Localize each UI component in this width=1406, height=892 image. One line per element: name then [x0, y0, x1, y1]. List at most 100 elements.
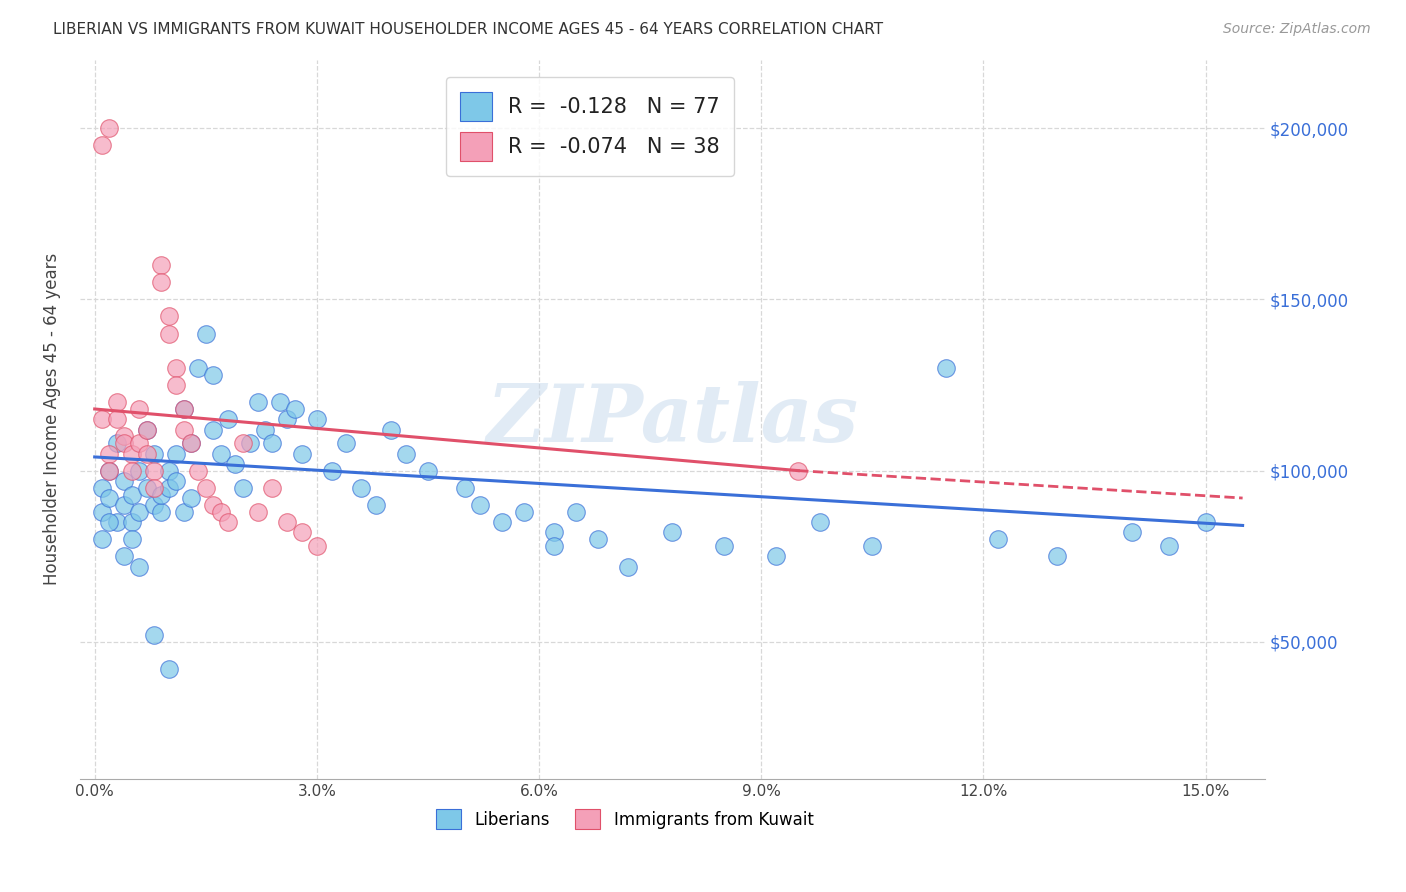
Point [180, 436, 202, 450]
Point [157, 326, 180, 341]
Point [91, 481, 114, 495]
Point [173, 423, 195, 437]
Point [224, 457, 246, 471]
Point [128, 402, 150, 417]
Point [105, 515, 128, 529]
Point [935, 360, 957, 375]
Point [350, 481, 373, 495]
Point [91, 412, 114, 426]
Point [416, 464, 439, 478]
Point [105, 412, 128, 426]
Point [150, 258, 173, 272]
Point [135, 423, 157, 437]
Point [112, 549, 135, 564]
Point [150, 275, 173, 289]
Point [121, 532, 143, 546]
Point [713, 539, 735, 553]
Point [150, 505, 173, 519]
Text: Source: ZipAtlas.com: Source: ZipAtlas.com [1223, 22, 1371, 37]
Text: LIBERIAN VS IMMIGRANTS FROM KUWAIT HOUSEHOLDER INCOME AGES 45 - 64 YEARS CORRELA: LIBERIAN VS IMMIGRANTS FROM KUWAIT HOUSE… [53, 22, 883, 37]
Point [165, 360, 187, 375]
Point [380, 423, 402, 437]
Point [105, 395, 128, 409]
Point [246, 505, 269, 519]
Point [262, 436, 284, 450]
Point [180, 436, 202, 450]
Point [860, 539, 883, 553]
Point [468, 498, 491, 512]
Point [276, 412, 298, 426]
Point [121, 488, 143, 502]
Point [157, 310, 180, 324]
Point [121, 446, 143, 460]
Point [135, 446, 157, 460]
Point [232, 436, 254, 450]
Point [142, 481, 165, 495]
Point [180, 491, 202, 505]
Point [187, 360, 209, 375]
Point [128, 505, 150, 519]
Point [987, 532, 1010, 546]
Point [395, 446, 418, 460]
Point [98, 491, 121, 505]
Y-axis label: Householder Income Ages 45 - 64 years: Householder Income Ages 45 - 64 years [44, 253, 60, 585]
Point [112, 429, 135, 443]
Point [765, 549, 787, 564]
Point [543, 525, 565, 540]
Point [91, 505, 114, 519]
Point [128, 559, 150, 574]
Point [284, 402, 307, 417]
Point [112, 474, 135, 488]
Point [321, 464, 343, 478]
Point [135, 481, 157, 495]
Point [142, 446, 165, 460]
Point [98, 515, 121, 529]
Point [291, 446, 314, 460]
Point [157, 481, 180, 495]
Point [121, 464, 143, 478]
Point [202, 423, 225, 437]
Point [98, 121, 121, 136]
Point [217, 515, 239, 529]
Point [142, 464, 165, 478]
Point [142, 498, 165, 512]
Point [335, 436, 357, 450]
Point [202, 498, 225, 512]
Point [543, 539, 565, 553]
Point [787, 464, 810, 478]
Point [565, 505, 588, 519]
Point [1157, 539, 1180, 553]
Point [617, 559, 640, 574]
Point [112, 498, 135, 512]
Point [217, 412, 239, 426]
Point [105, 436, 128, 450]
Point [98, 446, 121, 460]
Point [491, 515, 513, 529]
Point [1046, 549, 1069, 564]
Point [305, 412, 328, 426]
Point [173, 402, 195, 417]
Point [246, 395, 269, 409]
Point [98, 464, 121, 478]
Point [112, 436, 135, 450]
Point [209, 505, 232, 519]
Point [194, 326, 217, 341]
Point [588, 532, 610, 546]
Point [165, 474, 187, 488]
Point [209, 446, 232, 460]
Point [1121, 525, 1143, 540]
Point [173, 505, 195, 519]
Point [269, 395, 291, 409]
Point [187, 464, 209, 478]
Point [253, 423, 276, 437]
Point [202, 368, 225, 382]
Point [165, 446, 187, 460]
Point [128, 464, 150, 478]
Text: ZIPatlas: ZIPatlas [486, 381, 859, 458]
Point [157, 464, 180, 478]
Point [239, 436, 262, 450]
Point [305, 539, 328, 553]
Point [91, 138, 114, 153]
Point [91, 532, 114, 546]
Point [810, 515, 832, 529]
